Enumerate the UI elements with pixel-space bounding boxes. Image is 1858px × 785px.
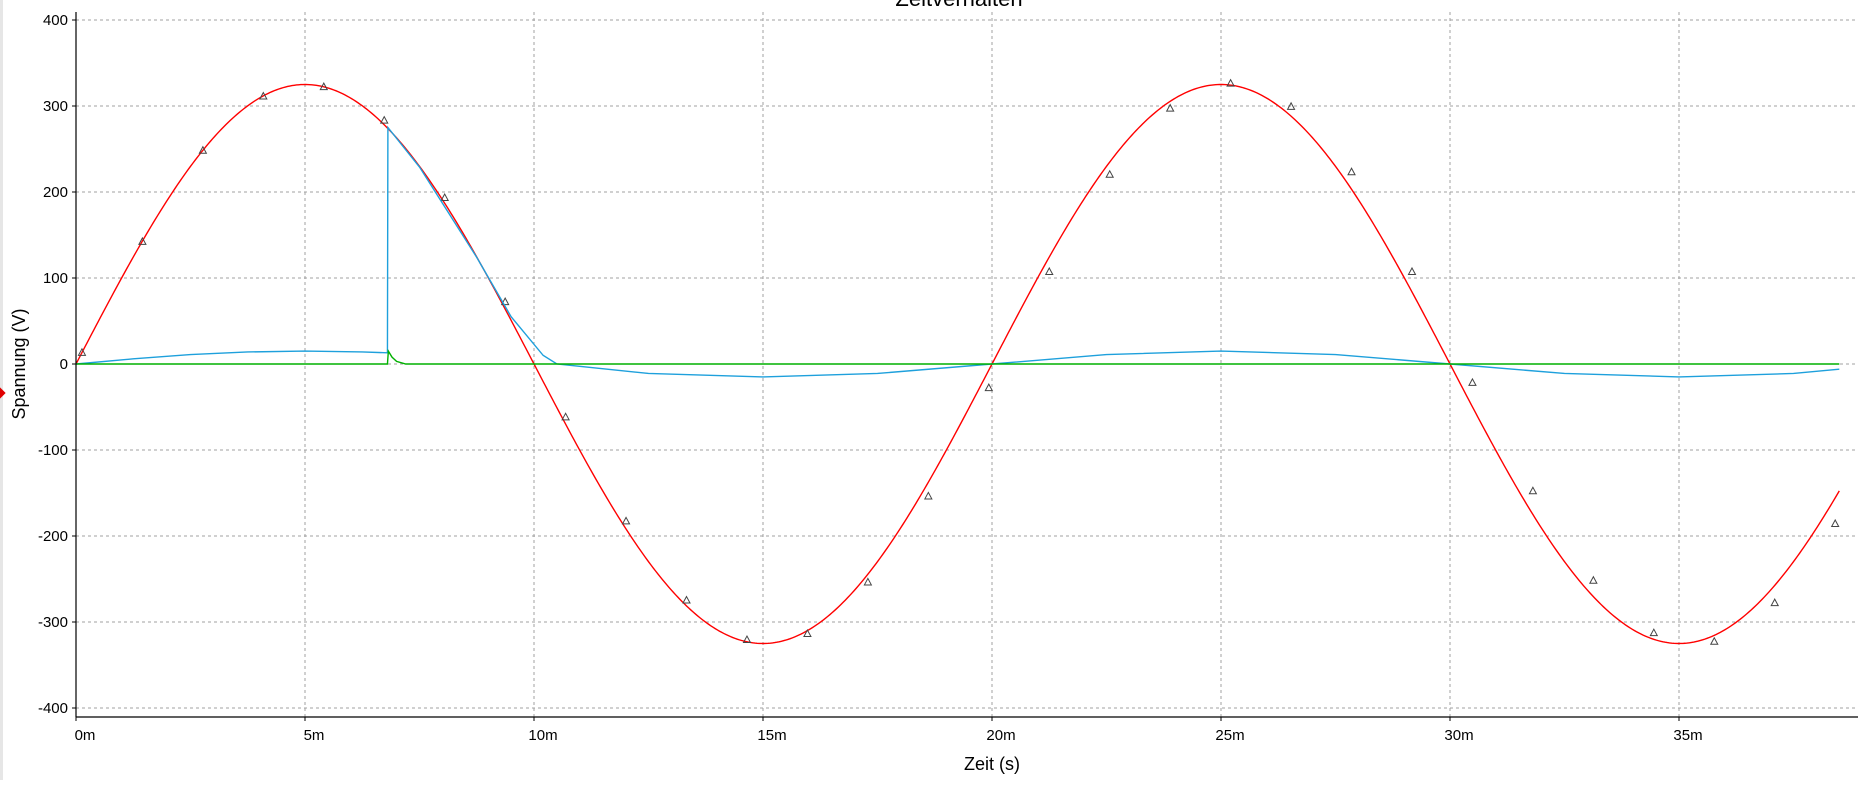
series-1-point bbox=[1468, 377, 1477, 386]
series-1-point bbox=[1165, 103, 1175, 112]
y-axis-label: Spannung (V) bbox=[9, 308, 29, 419]
series-1-point bbox=[1589, 575, 1598, 584]
series-1-point bbox=[1226, 78, 1235, 87]
series-line-1 bbox=[75, 83, 1840, 645]
series-1-point bbox=[1407, 266, 1417, 275]
x-tick-label: 20m bbox=[986, 727, 1015, 744]
series-1-point bbox=[440, 192, 450, 202]
series-1-point bbox=[682, 595, 691, 604]
y-tick-label: 100 bbox=[43, 270, 68, 287]
series-1-point bbox=[1105, 169, 1115, 178]
x-tick-label: 0m bbox=[75, 727, 96, 744]
y-tick-label: 0 bbox=[60, 356, 68, 373]
y-tick-label: -200 bbox=[38, 528, 68, 545]
series-1-point bbox=[1286, 101, 1296, 110]
series-1-point bbox=[863, 577, 873, 586]
series-line-2 bbox=[75, 125, 1840, 378]
series-line-3 bbox=[76, 348, 1840, 365]
series-1-point bbox=[258, 91, 268, 100]
y-tick-label: -100 bbox=[38, 442, 68, 459]
series-1-point bbox=[198, 145, 208, 154]
series-1-point bbox=[621, 516, 631, 525]
series-1-point bbox=[924, 491, 933, 500]
x-tick-label: 5m bbox=[304, 727, 325, 744]
series-1-point bbox=[984, 383, 994, 392]
x-tick-label: 15m bbox=[757, 727, 786, 744]
series-1-point bbox=[379, 115, 389, 124]
series-1-point bbox=[1044, 266, 1054, 275]
y-tick-label: -400 bbox=[38, 700, 68, 717]
series-1-point bbox=[1830, 518, 1840, 527]
series-1-point bbox=[319, 82, 329, 91]
series-1-point bbox=[77, 347, 87, 356]
series-1-point bbox=[742, 635, 752, 644]
x-tick-label: 35m bbox=[1673, 727, 1702, 744]
series-1-point bbox=[803, 628, 812, 638]
series-1-point bbox=[138, 236, 147, 245]
x-tick-label: 25m bbox=[1215, 727, 1244, 744]
chart-title: Zeitverhalten bbox=[895, 0, 1022, 11]
y-tick-label: -300 bbox=[38, 614, 68, 631]
series-1-point bbox=[1709, 636, 1719, 645]
axes bbox=[72, 12, 1858, 721]
series-1-point bbox=[1770, 598, 1780, 607]
series-1-point bbox=[500, 297, 510, 306]
tick-labels: -400 -300 -200 -100 0 100 200 300 400 0m 5m 10m 15m 2… bbox=[38, 12, 1703, 744]
series-1-point bbox=[1649, 628, 1659, 637]
series-layer bbox=[75, 78, 1840, 645]
series-1-point bbox=[561, 412, 570, 421]
y-tick-label: 300 bbox=[43, 98, 68, 115]
y-tick-label: 200 bbox=[43, 184, 68, 201]
series-1-point bbox=[1347, 167, 1356, 176]
series-1-point bbox=[1528, 486, 1538, 495]
x-tick-label: 30m bbox=[1444, 727, 1473, 744]
x-axis-label: Zeit (s) bbox=[964, 754, 1020, 774]
x-tick-label: 10m bbox=[528, 727, 557, 744]
y-tick-label: 400 bbox=[43, 12, 68, 29]
